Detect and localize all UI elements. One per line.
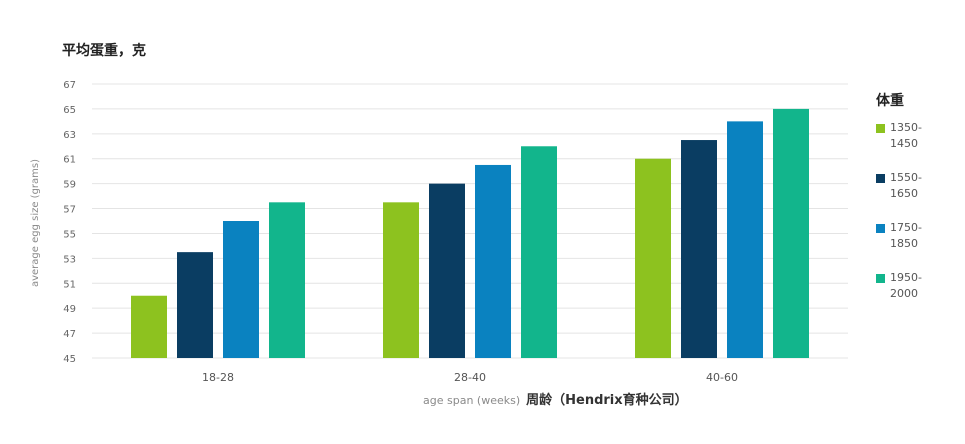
- legend: 体重 1350- 1450 1550- 1650 1750- 1850 1950- 2000: [876, 90, 934, 320]
- bar-1750-1850-40-60: [727, 121, 763, 358]
- y-tick-label: 45: [63, 354, 76, 365]
- legend-item: 1950- 2000: [876, 270, 934, 320]
- bar-1950-2000-18-28: [269, 202, 305, 358]
- legend-swatch: [876, 124, 885, 133]
- x-axis-label-cn: 周龄（Hendrix育种公司）: [526, 393, 688, 408]
- bar-1550-1650-18-28: [177, 252, 213, 358]
- legend-label: 1950- 2000: [890, 271, 922, 300]
- bar-1350-1450-18-28: [131, 295, 167, 358]
- x-tick-label: 18-28: [202, 371, 234, 384]
- legend-item: 1350- 1450: [876, 120, 934, 170]
- legend-items: 1350- 1450 1550- 1650 1750- 1850 1950- 2000: [876, 120, 934, 320]
- legend-label: 1350- 1450: [890, 121, 922, 150]
- x-tick-label: 40-60: [706, 371, 738, 384]
- y-axis-label: average egg size (grams): [30, 159, 41, 287]
- y-tick-label: 59: [63, 180, 76, 191]
- y-tick-label: 55: [63, 229, 76, 240]
- x-axis-label-en: age span (weeks): [423, 394, 521, 407]
- legend-swatch: [876, 224, 885, 233]
- bar-1350-1450-40-60: [635, 158, 671, 358]
- y-axis-tick-labels: 45 47 49 51 53 55 57 59 61 63 65 67: [63, 80, 76, 365]
- y-tick-label: 53: [63, 254, 76, 265]
- y-tick-label: 57: [63, 205, 76, 216]
- y-tick-label: 63: [63, 130, 76, 141]
- legend-title: 体重: [876, 93, 904, 109]
- x-axis-tick-labels: 18-28 28-40 40-60: [202, 371, 738, 384]
- x-tick-label: 28-40: [454, 371, 486, 384]
- bars: [131, 108, 809, 358]
- x-axis-label: age span (weeks) 周龄（Hendrix育种公司）: [423, 389, 688, 408]
- y-tick-label: 51: [63, 279, 76, 290]
- bar-1750-1850-18-28: [223, 221, 259, 358]
- legend-item: 1550- 1650: [876, 170, 934, 220]
- bar-1750-1850-28-40: [475, 164, 511, 358]
- legend-label: 1750- 1850: [890, 221, 922, 250]
- gridlines: [92, 83, 848, 359]
- bar-1350-1450-28-40: [383, 202, 419, 358]
- legend-swatch: [876, 174, 885, 183]
- bar-1950-2000-40-60: [773, 108, 809, 358]
- legend-label: 1550- 1650: [890, 171, 922, 200]
- legend-swatch: [876, 274, 885, 283]
- bar-1550-1650-28-40: [429, 183, 465, 358]
- y-tick-label: 47: [63, 329, 76, 340]
- bar-1550-1650-40-60: [681, 140, 717, 358]
- y-tick-label: 61: [63, 155, 76, 166]
- y-tick-label: 49: [63, 304, 76, 315]
- y-tick-label: 65: [63, 105, 76, 116]
- legend-item: 1750- 1850: [876, 220, 934, 270]
- bar-1950-2000-28-40: [521, 146, 557, 358]
- chart-title: 平均蛋重，克: [62, 43, 146, 59]
- y-tick-label: 67: [63, 80, 76, 91]
